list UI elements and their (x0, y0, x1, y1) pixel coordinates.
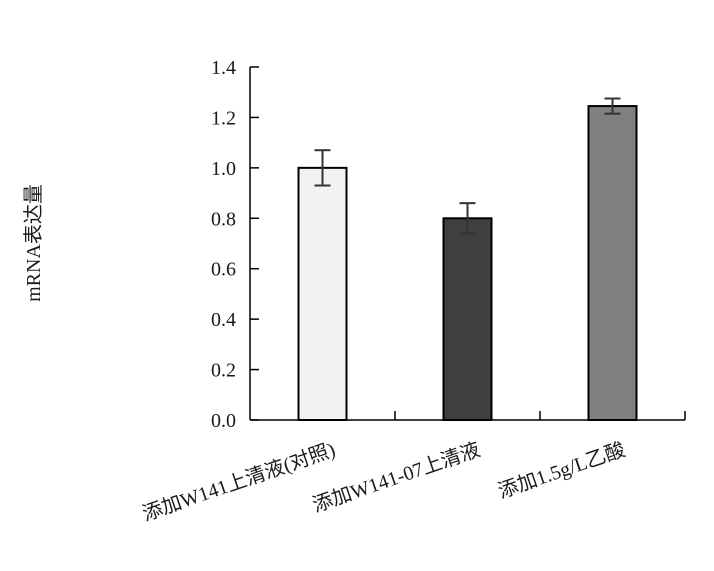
x-category-label: 添加W141上清液(对照) (139, 438, 338, 526)
y-tick-label: 0.2 (211, 360, 236, 382)
y-axis-title: mRNA表达量 (22, 184, 45, 302)
y-tick-label: 0.4 (211, 309, 236, 331)
y-tick-label: 1.2 (211, 107, 236, 129)
bar (297, 166, 348, 421)
bar (442, 217, 493, 421)
bars (297, 105, 638, 421)
y-tick-label: 1.4 (211, 57, 236, 79)
x-category-label: 添加1.5g/L乙酸 (495, 438, 628, 503)
y-tick-label: 1.0 (211, 158, 236, 180)
error-bars (314, 97, 621, 235)
y-tick-label: 0.6 (211, 259, 236, 281)
y-axis: 0.0 0.2 0.4 0.6 0.8 1.0 1.2 1.4 (211, 57, 259, 432)
y-tick-label: 0.8 (211, 208, 236, 230)
y-tick-label: 0.0 (211, 410, 236, 432)
x-category-label: 添加W141-07上清液 (310, 438, 483, 517)
bar (587, 105, 638, 421)
